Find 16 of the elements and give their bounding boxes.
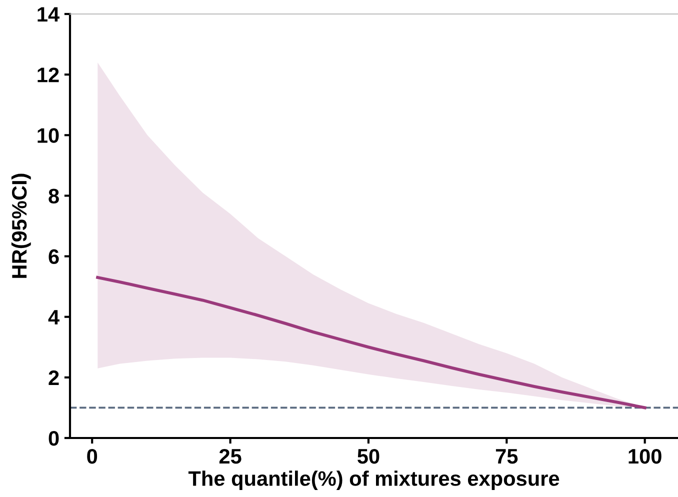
y-tick-label: 8 [48,188,59,204]
x-tick-label: 75 [496,449,518,464]
x-tick-label: 25 [219,448,242,464]
x-tick-label: 0 [87,448,98,464]
x-axis-title: The quantile(%) of mixtures exposure [188,470,560,490]
y-tick-label: 14 [38,7,60,22]
y-axis-title: HR(95%CI) [11,174,31,278]
y-tick-label: 4 [48,310,60,324]
x-tick-label: 50 [358,448,380,464]
y-tick-label: 10 [38,128,59,143]
y-tick-label: 12 [38,68,59,82]
x-tick-label: 100 [628,448,662,464]
y-tick-label: 6 [48,249,59,264]
line-series [96,276,646,410]
y-tick-label: 2 [48,370,59,385]
y-tick-label: 0 [48,431,59,446]
